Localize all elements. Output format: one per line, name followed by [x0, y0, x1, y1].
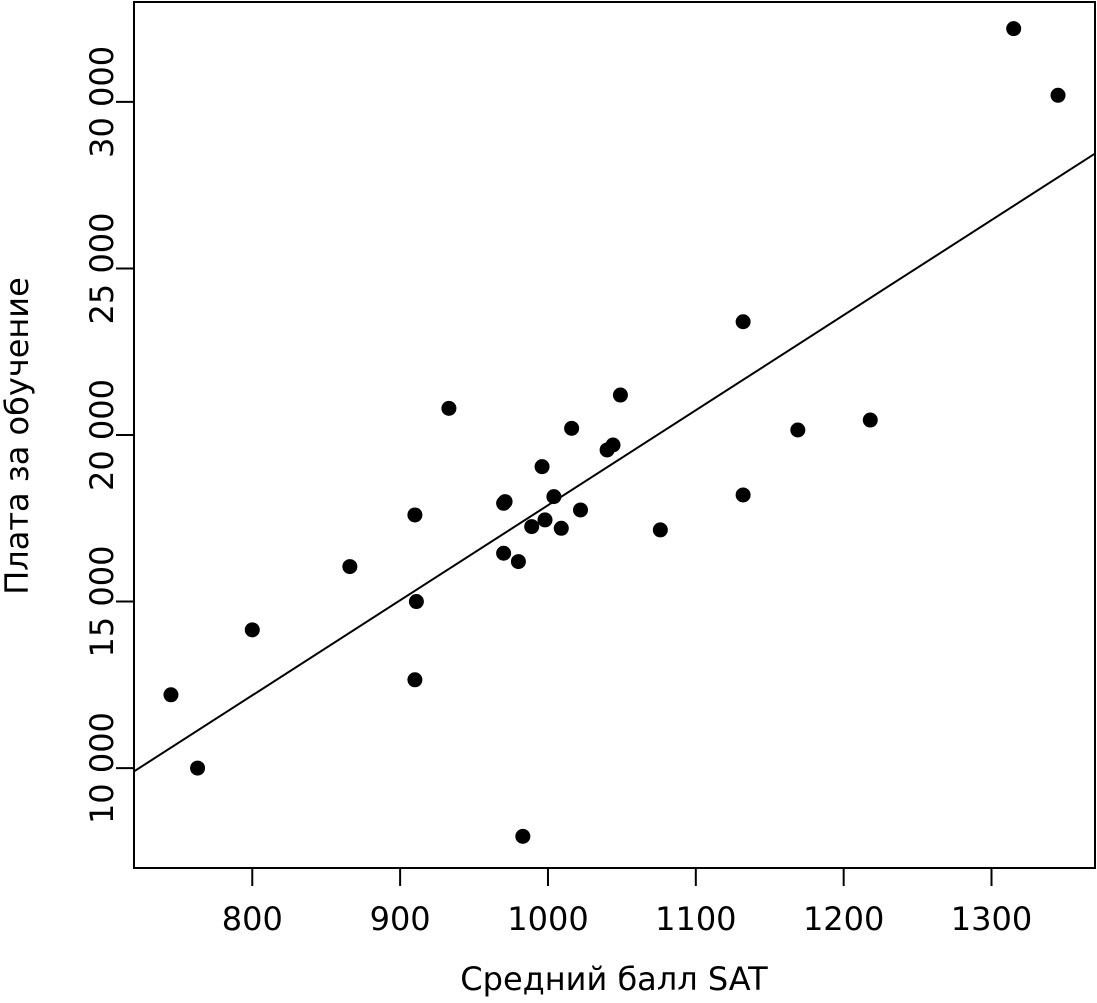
- x-ticks: 800 900 1000 1100 1200 1300: [222, 868, 1032, 938]
- y-axis-title: Плата за обучение: [0, 277, 36, 595]
- x-tick-label: 1100: [655, 900, 736, 938]
- data-point: [546, 489, 562, 505]
- data-point: [790, 422, 806, 438]
- y-ticks: 10 000 15 000 20 000 25 000 30 000: [83, 46, 134, 824]
- x-tick-label: 1000: [507, 900, 588, 938]
- x-tick-label: 1200: [803, 900, 884, 938]
- trend-line: [133, 152, 1096, 773]
- data-point: [605, 437, 621, 453]
- x-tick-label: 800: [222, 900, 283, 938]
- data-point: [1050, 87, 1066, 103]
- data-point: [862, 412, 878, 428]
- data-point: [515, 828, 531, 844]
- data-point: [190, 760, 206, 776]
- y-tick-label: 15 000: [83, 546, 121, 658]
- data-point: [524, 519, 540, 535]
- data-point: [407, 507, 423, 523]
- point-layer: [163, 21, 1066, 844]
- data-point: [244, 622, 260, 638]
- data-point: [735, 314, 751, 330]
- data-point: [497, 494, 513, 510]
- data-point: [441, 400, 457, 416]
- data-point: [537, 512, 553, 528]
- data-point: [553, 520, 569, 536]
- x-tick-label: 1300: [951, 900, 1032, 938]
- x-axis-title: Средний балл SAT: [460, 960, 768, 998]
- data-point: [510, 554, 526, 570]
- data-point: [612, 387, 628, 403]
- trend-layer: [133, 152, 1096, 773]
- data-point: [342, 559, 358, 575]
- data-point: [408, 594, 424, 610]
- data-point: [163, 687, 179, 703]
- plot-frame: [133, 1, 1096, 869]
- data-point: [1006, 21, 1022, 37]
- data-point: [534, 459, 550, 475]
- data-point: [652, 522, 668, 538]
- data-point: [496, 545, 512, 561]
- y-tick-label: 10 000: [83, 712, 121, 824]
- data-point: [407, 672, 423, 688]
- y-tick-label: 30 000: [83, 46, 121, 158]
- y-tick-label: 25 000: [83, 212, 121, 324]
- data-point: [735, 487, 751, 503]
- data-point: [572, 502, 588, 518]
- y-tick-label: 20 000: [83, 379, 121, 491]
- data-point: [564, 420, 580, 436]
- x-tick-label: 900: [370, 900, 431, 938]
